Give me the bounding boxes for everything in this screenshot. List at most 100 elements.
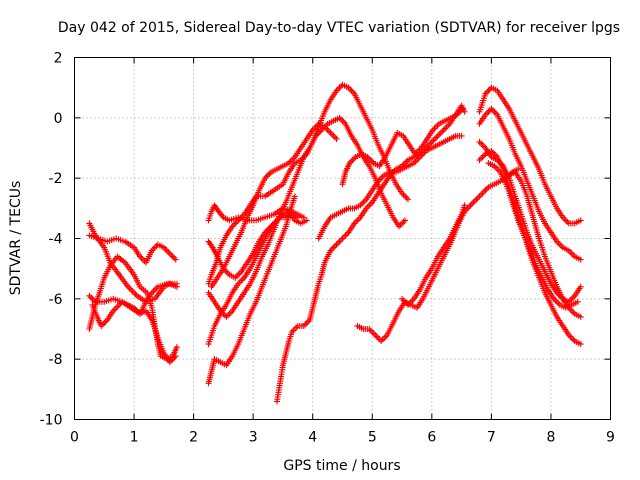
x-tick-label: 4	[308, 430, 317, 446]
data-point-marker	[303, 319, 310, 326]
data-point-marker	[173, 280, 180, 287]
data-point-marker	[236, 215, 243, 222]
y-tick-label: 0	[54, 111, 63, 127]
data-point-marker	[379, 336, 386, 343]
data-point-marker	[367, 327, 374, 334]
data-point-marker	[233, 218, 240, 225]
y-axis-ticks: -10 -8 -6 -4 -2 0 2	[40, 51, 611, 429]
data-point-marker	[291, 326, 298, 332]
data-point-marker	[479, 190, 486, 197]
data-point-marker	[433, 134, 440, 141]
data-point-marker	[552, 297, 559, 304]
data-point-marker	[369, 329, 376, 336]
data-point-marker	[476, 157, 483, 164]
data-point-marker	[482, 187, 489, 194]
y-tick-label: -10	[40, 413, 63, 429]
data-point-marker	[436, 131, 443, 138]
data-point-marker	[332, 134, 339, 141]
data-point-marker	[128, 286, 135, 293]
data-point-marker	[172, 256, 179, 263]
data-point-marker	[129, 288, 136, 295]
data-point-marker	[473, 196, 480, 203]
series-track-18	[476, 84, 584, 227]
data-point-marker	[577, 313, 584, 320]
data-point-marker	[329, 131, 336, 138]
data-point-marker	[236, 279, 243, 286]
data-point-marker	[477, 140, 484, 147]
data-point-marker	[479, 141, 486, 148]
data-point-marker	[480, 143, 487, 150]
data-point-marker	[403, 194, 410, 201]
data-point-marker	[553, 298, 560, 305]
data-point-marker	[409, 297, 416, 304]
data-point-marker	[223, 313, 230, 320]
data-point-marker	[327, 129, 334, 136]
data-point-marker	[476, 138, 483, 145]
data-point-marker	[227, 309, 234, 316]
data-point-marker	[467, 202, 474, 209]
data-point-marker	[440, 126, 447, 133]
data-point-marker	[568, 335, 575, 342]
data-point-marker	[342, 232, 349, 239]
data-point-marker	[577, 341, 584, 348]
data-point-marker	[439, 128, 446, 135]
data-point-marker	[114, 303, 121, 310]
data-point-marker	[555, 240, 562, 247]
series-track-23	[485, 160, 581, 311]
x-tick-label: 1	[130, 430, 139, 446]
data-point-marker	[360, 199, 367, 206]
data-point-marker	[233, 273, 240, 280]
data-point-marker	[294, 214, 301, 221]
series-track-17	[399, 202, 468, 308]
data-point-marker	[171, 255, 178, 262]
data-point-marker	[485, 108, 492, 115]
data-point-marker	[427, 140, 434, 147]
x-tick-label: 5	[368, 430, 377, 446]
data-point-marker	[476, 193, 483, 200]
data-point-marker	[400, 218, 407, 225]
y-tick-label: -4	[49, 232, 63, 248]
data-point-marker	[132, 291, 139, 298]
data-point-marker	[224, 312, 231, 319]
data-point-marker	[349, 157, 356, 164]
x-tick-label: 0	[70, 430, 79, 446]
data-point-marker	[483, 110, 490, 117]
data-point-marker	[300, 214, 307, 221]
chart-title: Day 042 of 2015, Sidereal Day-to-day VTE…	[58, 20, 620, 36]
data-point-marker	[138, 255, 145, 262]
data-point-marker	[330, 132, 337, 139]
x-axis-ticks: 0 1 2 3 4 5 6 7 8 9	[70, 57, 615, 446]
data-point-marker	[165, 249, 172, 256]
data-point-marker	[418, 152, 425, 159]
data-point-marker	[400, 191, 407, 198]
series-track-12	[208, 120, 340, 290]
data-point-marker	[131, 289, 138, 296]
data-point-marker	[466, 203, 473, 210]
data-point-marker	[166, 250, 173, 257]
data-point-marker	[238, 277, 245, 284]
data-point-marker	[302, 321, 309, 328]
data-point-marker	[405, 196, 412, 203]
data-point-marker	[564, 218, 571, 225]
data-point-marker	[381, 335, 388, 342]
data-point-marker	[339, 235, 346, 242]
data-point-marker	[171, 354, 178, 361]
data-point-marker	[291, 193, 298, 200]
data-point-marker	[489, 107, 496, 114]
x-tick-label: 9	[606, 430, 615, 446]
data-points	[86, 81, 584, 405]
y-tick-label: -8	[49, 352, 63, 368]
data-point-marker	[168, 252, 175, 259]
series-track-9	[205, 114, 409, 320]
data-point-marker	[430, 137, 437, 144]
data-point-marker	[113, 304, 120, 311]
data-point-marker	[402, 193, 409, 200]
data-point-marker	[318, 126, 325, 133]
data-point-marker	[354, 217, 361, 224]
data-point-marker	[338, 237, 345, 244]
data-point-marker	[150, 288, 157, 295]
x-tick-label: 2	[189, 430, 198, 446]
data-point-marker	[477, 191, 484, 198]
data-point-marker	[372, 332, 379, 339]
data-point-marker	[236, 270, 243, 277]
